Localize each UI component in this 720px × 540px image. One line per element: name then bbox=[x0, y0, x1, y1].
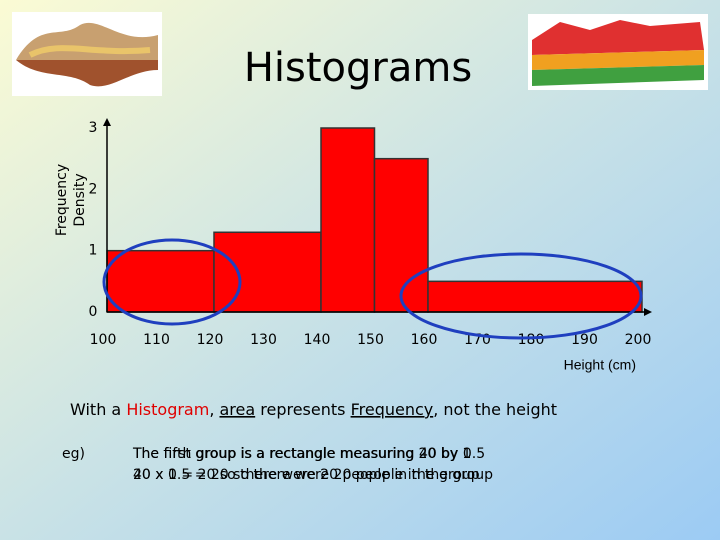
body-text: With a Histogram, area represents Freque… bbox=[70, 400, 557, 419]
text: Frequency bbox=[351, 400, 434, 419]
example-text: The fifth group is a rectangle measuring… bbox=[132, 446, 493, 483]
bar bbox=[213, 231, 322, 313]
x-axis-label: Height (cm) bbox=[564, 357, 636, 373]
x-tick-label: 200 bbox=[625, 332, 652, 348]
text: , bbox=[209, 400, 219, 419]
x-tick-label: 110 bbox=[143, 332, 170, 348]
text: area bbox=[219, 400, 255, 419]
highlight-ellipse bbox=[102, 238, 242, 326]
text: represents bbox=[255, 400, 350, 419]
y-tick-label: 1 bbox=[89, 243, 98, 259]
y-tick-label: 0 bbox=[89, 304, 98, 320]
example-line: The fifth group is a rectangle measuring… bbox=[132, 446, 485, 462]
text: With a bbox=[70, 400, 126, 419]
example-line: The first group is a rectangle measuring… bbox=[132, 446, 471, 462]
x-tick-label: 180 bbox=[518, 332, 545, 348]
bar bbox=[106, 249, 215, 313]
example-line: 20 x 1 = 20 so there were 20 people in t… bbox=[133, 467, 480, 483]
x-tick-label: 190 bbox=[571, 332, 598, 348]
axis-arrow bbox=[644, 308, 652, 316]
x-tick-label: 120 bbox=[197, 332, 224, 348]
bar bbox=[427, 280, 643, 313]
x-tick-label: 130 bbox=[250, 332, 277, 348]
y-axis-label: Frequency bbox=[54, 164, 70, 236]
example-label: eg) bbox=[62, 446, 85, 462]
bar bbox=[320, 127, 376, 313]
axis-arrow bbox=[103, 118, 111, 126]
text: , not the height bbox=[433, 400, 557, 419]
chart-title: Histograms bbox=[244, 45, 472, 91]
x-tick-label: 160 bbox=[411, 332, 438, 348]
y-tick-label: 3 bbox=[89, 120, 98, 136]
y-tick-label: 2 bbox=[89, 181, 98, 197]
highlight-ellipse bbox=[399, 252, 643, 340]
decor-image-left bbox=[12, 12, 162, 96]
text: Histogram bbox=[126, 400, 209, 419]
decor-image-right bbox=[528, 14, 708, 90]
example-line: 40 x 0.5 = 20 so there were 20 people in… bbox=[133, 467, 493, 483]
y-axis-label: Density bbox=[72, 173, 88, 226]
x-tick-label: 140 bbox=[304, 332, 331, 348]
x-tick-label: 150 bbox=[357, 332, 384, 348]
x-tick-label: 100 bbox=[90, 332, 117, 348]
